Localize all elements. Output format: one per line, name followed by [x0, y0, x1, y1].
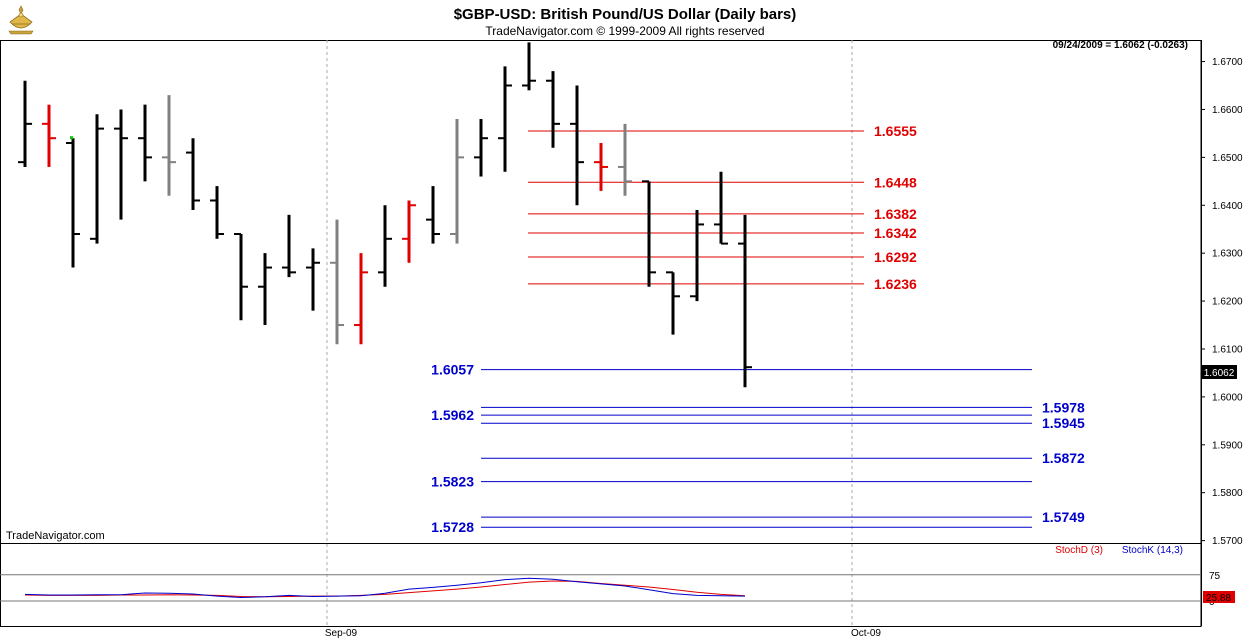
ohlc-bar: [546, 71, 560, 148]
ohlc-bar: [714, 171, 728, 245]
ohlc-bar: [618, 123, 632, 196]
stochastic-panel: 750StochD (3)StochK (14,3)25.88: [0, 545, 1235, 608]
chart-frame: [0, 40, 1202, 627]
signal-marker: [70, 136, 73, 140]
ohlc-bar: [258, 253, 272, 326]
price-tick-label: 1.6100: [1212, 344, 1243, 355]
stoch-tick-label: 75: [1209, 571, 1221, 582]
ohlc-bar: [90, 114, 104, 244]
ohlc-bar: [282, 214, 296, 278]
price-tick-label: 1.6000: [1212, 392, 1243, 403]
resistance-label: 1.6382: [874, 206, 917, 222]
chart-subtitle: TradeNavigator.com © 1999-2009 All right…: [485, 24, 764, 38]
price-marker-label: 1.6062: [1204, 368, 1235, 379]
price-tick-label: 1.5900: [1212, 440, 1243, 451]
ohlc-bar: [186, 138, 200, 211]
price-tick-label: 1.6500: [1212, 153, 1243, 164]
price-tick-label: 1.6300: [1212, 249, 1243, 260]
ohlc-bar: [66, 138, 80, 268]
stoch-k-legend: StochK (14,3): [1122, 545, 1183, 556]
ohlc-bar: [162, 95, 176, 196]
support-label: 1.5728: [431, 519, 474, 535]
resistance-label: 1.6292: [874, 249, 917, 265]
ohlc-bar: [594, 142, 608, 191]
stoch-d-legend: StochD (3): [1055, 545, 1103, 556]
resistance-label: 1.6448: [874, 174, 917, 190]
ohlc-bar: [402, 200, 416, 263]
stoch-readout: 25.88: [1206, 593, 1231, 604]
support-label: 1.5945: [1042, 415, 1085, 431]
ohlc-bar: [42, 104, 56, 167]
ohlc-bar: [354, 253, 368, 345]
ohlc-bar: [378, 205, 392, 287]
price-tick-label: 1.6700: [1212, 57, 1243, 68]
support-label: 1.5823: [431, 474, 474, 490]
ohlc-bar: [138, 104, 152, 182]
resistance-label: 1.6555: [874, 123, 917, 139]
date-label: Oct-09: [851, 628, 881, 639]
price-tick-label: 1.5800: [1212, 488, 1243, 499]
price-marker: 1.6062: [1201, 365, 1237, 379]
price-tick-label: 1.6200: [1212, 297, 1243, 308]
chart-title: $GBP-USD: British Pound/US Dollar (Daily…: [454, 6, 797, 23]
last-price-readout: 09/24/2009 = 1.6062 (-0.0263): [1053, 40, 1188, 51]
plot-border: [0, 40, 1202, 627]
price-tick-label: 1.5700: [1212, 536, 1243, 547]
support-label: 1.6057: [431, 362, 474, 378]
sextant-logo-icon: [8, 5, 34, 35]
grid-lines: [326, 40, 853, 626]
price-tick-label: 1.6600: [1212, 105, 1243, 116]
resistance-label: 1.6236: [874, 276, 917, 292]
ohlc-bar: [114, 109, 128, 220]
ohlc-bar: [330, 219, 344, 345]
ohlc-bar: [690, 210, 704, 302]
stoch-k-line: [24, 577, 746, 599]
ohlc-bar: [210, 186, 224, 239]
ohlc-bar: [642, 180, 656, 287]
ohlc-bar: [18, 80, 32, 167]
support-label: 1.5872: [1042, 450, 1085, 466]
ohlc-bar: [450, 119, 464, 244]
support-resistance-levels: 1.6555 1.6448 1.6382 1.6342 1.6292 1.6236 1.60…: [431, 123, 1085, 535]
price-tick-label: 1.6400: [1212, 201, 1243, 212]
ohlc-bar: [306, 248, 320, 311]
ohlc-bar: [666, 271, 680, 335]
date-label: Sep-09: [325, 628, 358, 639]
ohlc-bar: [522, 42, 536, 91]
ohlc-bar: [738, 214, 752, 388]
stoch-d-line: [24, 580, 746, 598]
price-bars: [18, 42, 752, 388]
ohlc-bar: [474, 119, 488, 177]
ohlc-bar: [570, 85, 584, 206]
watermark: TradeNavigator.com: [6, 530, 105, 542]
date-axis: Sep-09 Oct-09: [325, 628, 882, 639]
ohlc-bar: [498, 66, 512, 172]
ohlc-bar: [234, 233, 248, 321]
support-label: 1.5962: [431, 407, 474, 423]
stoch-readout-bg: [1203, 591, 1235, 603]
ohlc-bar: [426, 186, 440, 244]
support-label: 1.5749: [1042, 509, 1085, 525]
resistance-label: 1.6342: [874, 225, 917, 241]
price-axis: 1.6700 1.6600 1.6500 1.6400 1.6300 1.6200 1.61…: [1201, 57, 1243, 547]
support-label: 1.5978: [1042, 399, 1085, 415]
